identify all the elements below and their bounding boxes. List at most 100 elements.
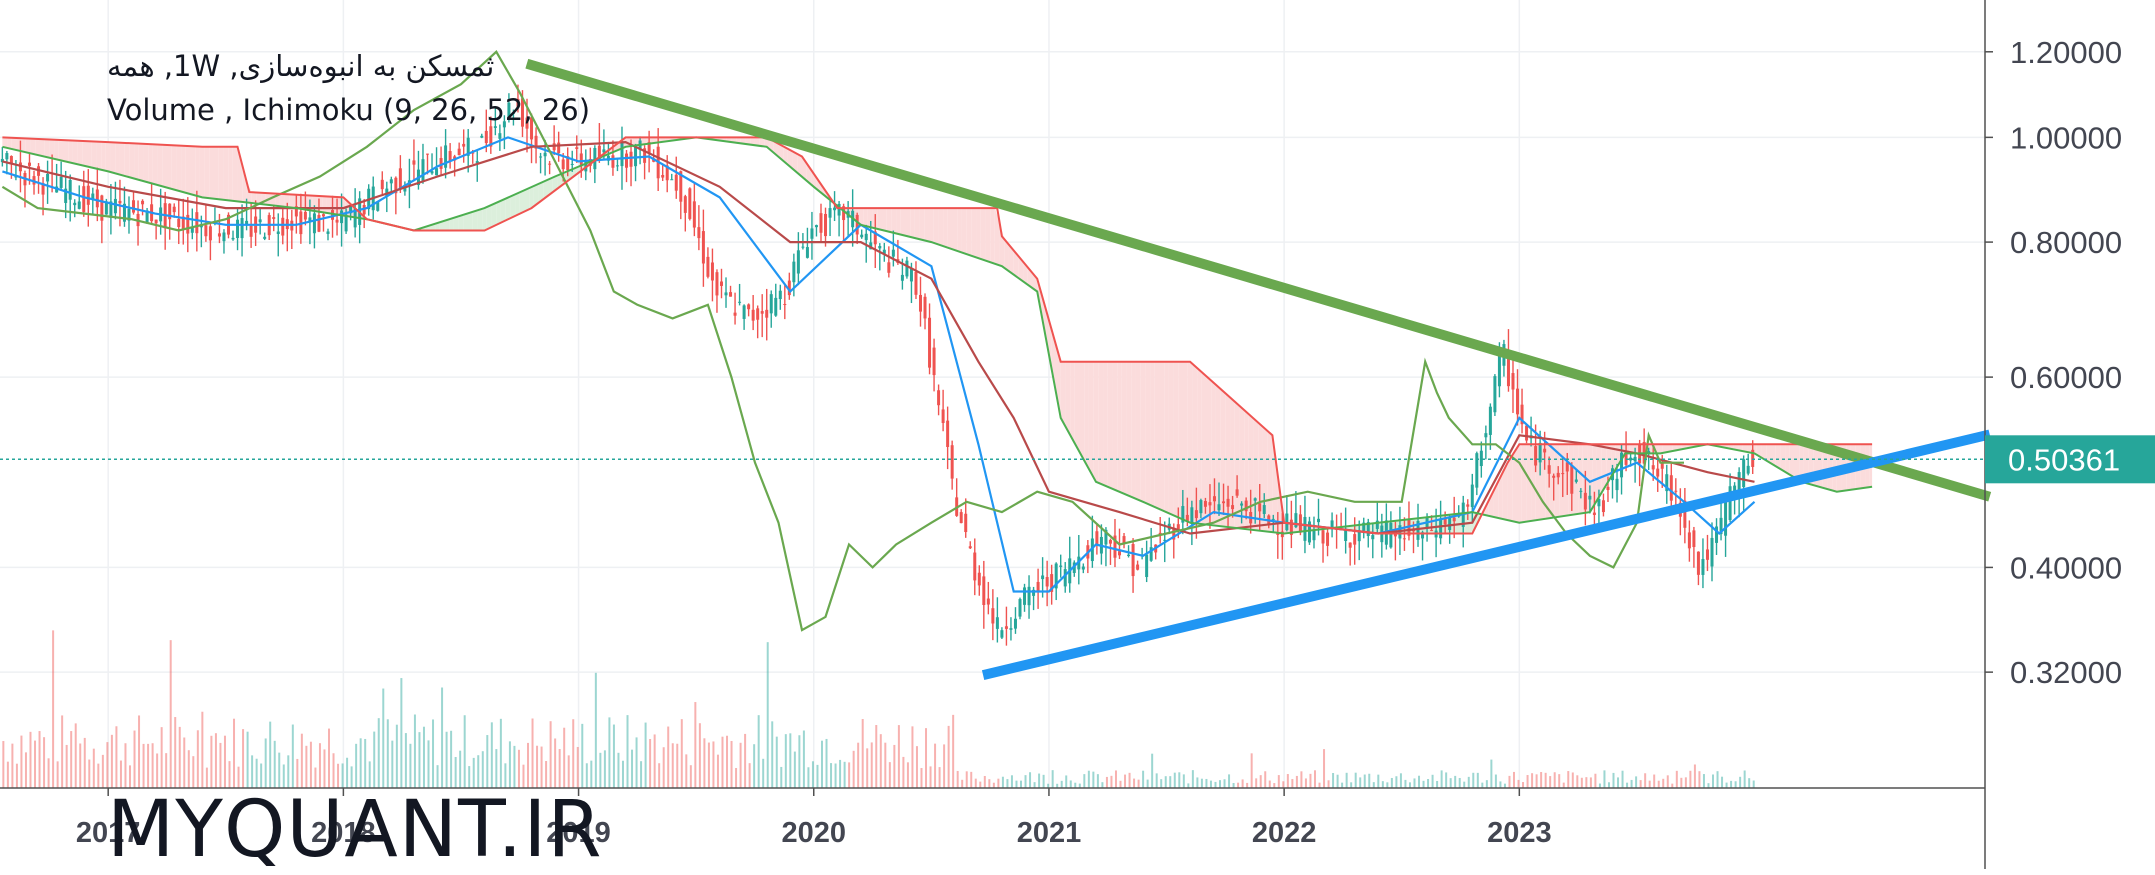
volume-bar bbox=[1726, 783, 1728, 788]
candle-body bbox=[779, 291, 782, 299]
volume-bar bbox=[414, 714, 416, 788]
volume-bar bbox=[1201, 779, 1203, 788]
cloud-segment bbox=[524, 188, 529, 212]
volume-bar bbox=[590, 761, 592, 788]
legend-indicators-line: Volume , Ichimoku (9, 26, 52, 26) bbox=[107, 88, 590, 132]
cloud-segment bbox=[129, 143, 134, 178]
volume-bar bbox=[975, 779, 977, 788]
candle-body bbox=[1009, 628, 1012, 630]
cloud-segment bbox=[1070, 362, 1075, 443]
cloud-segment bbox=[962, 208, 967, 254]
volume-bar bbox=[1486, 780, 1488, 788]
last-price-label: 0.50361 bbox=[2008, 442, 2120, 477]
candle-body bbox=[1543, 449, 1546, 453]
volume-bar bbox=[1110, 776, 1112, 788]
volume-bar bbox=[1264, 771, 1266, 788]
volume-bar bbox=[1296, 776, 1298, 788]
candle-body bbox=[824, 214, 827, 236]
candle-body bbox=[381, 180, 384, 189]
volume-bar bbox=[1622, 771, 1624, 788]
cloud-segment bbox=[82, 141, 87, 166]
candle-body bbox=[1322, 530, 1325, 543]
candle-body bbox=[792, 262, 795, 283]
candle-body bbox=[688, 188, 691, 219]
candle-body bbox=[1534, 446, 1537, 465]
candle-body bbox=[480, 136, 483, 138]
y-tick-label: 1.00000 bbox=[2010, 120, 2122, 155]
volume-bar bbox=[613, 725, 615, 788]
volume-bar bbox=[807, 767, 809, 788]
candle-body bbox=[96, 189, 99, 207]
candle-body bbox=[715, 272, 718, 295]
volume-bar bbox=[165, 753, 167, 788]
candle-body bbox=[1344, 530, 1347, 541]
candle-body bbox=[485, 131, 488, 143]
cloud-segment bbox=[191, 146, 196, 195]
volume-bar bbox=[753, 744, 755, 788]
volume-bar bbox=[464, 715, 466, 788]
candle-body bbox=[928, 318, 931, 368]
volume-bar bbox=[247, 732, 249, 788]
candle-body bbox=[177, 219, 180, 227]
volume-bar bbox=[712, 741, 714, 788]
volume-bar bbox=[1735, 781, 1737, 788]
cloud-segment bbox=[863, 208, 868, 226]
volume-bar bbox=[143, 744, 145, 788]
candle-body bbox=[336, 220, 339, 223]
candle-body bbox=[960, 512, 963, 523]
cloud-segment bbox=[1258, 422, 1263, 531]
cloud-segment bbox=[520, 190, 525, 214]
volume-bar bbox=[993, 783, 995, 788]
volume-bar bbox=[1101, 782, 1103, 788]
volume-bar bbox=[170, 640, 172, 788]
volume-bar bbox=[1748, 778, 1750, 788]
volume-bar bbox=[1576, 775, 1578, 788]
cloud-segment bbox=[882, 208, 887, 231]
candle-body bbox=[232, 238, 235, 240]
candle-body bbox=[743, 305, 746, 319]
volume-bar bbox=[1142, 771, 1144, 788]
candle-body bbox=[611, 155, 614, 167]
cloud-segment bbox=[1145, 362, 1150, 505]
volume-bar bbox=[1739, 777, 1741, 788]
volume-bar bbox=[961, 780, 963, 788]
cloud-segment bbox=[111, 142, 116, 173]
cloud-segment bbox=[1188, 362, 1193, 523]
cloud-segment bbox=[26, 138, 31, 153]
candle-body bbox=[100, 195, 103, 220]
volume-bar bbox=[1165, 776, 1167, 788]
cloud-segment bbox=[40, 139, 45, 156]
volume-bar bbox=[147, 744, 149, 788]
volume-bar bbox=[1753, 781, 1755, 788]
cloud-segment bbox=[924, 208, 929, 241]
volume-bar bbox=[767, 642, 769, 788]
cloud-segment bbox=[31, 139, 36, 155]
cloud-segment bbox=[929, 208, 934, 243]
volume-bar bbox=[1332, 773, 1334, 788]
volume-bar bbox=[1436, 781, 1438, 788]
candle-body bbox=[1489, 407, 1492, 435]
volume-bar bbox=[482, 751, 484, 788]
candle-body bbox=[933, 348, 936, 375]
volume-bar bbox=[1314, 770, 1316, 788]
volume-bar bbox=[1567, 771, 1569, 788]
volume-bar bbox=[1309, 774, 1311, 788]
volume-bar bbox=[274, 741, 276, 788]
candle-body bbox=[1484, 433, 1487, 437]
cloud-segment bbox=[1122, 362, 1127, 495]
volume-bar bbox=[405, 733, 407, 788]
volume-bar bbox=[29, 732, 31, 788]
volume-bar bbox=[197, 730, 199, 788]
candle-body bbox=[46, 174, 49, 182]
candle-body bbox=[1688, 532, 1691, 548]
volume-bar bbox=[1382, 781, 1384, 788]
cloud-segment bbox=[1080, 362, 1085, 460]
candle-body bbox=[1312, 531, 1315, 540]
candle-body bbox=[1227, 499, 1230, 507]
candle-body bbox=[1701, 559, 1704, 575]
cloud-segment bbox=[153, 144, 158, 185]
candle-body bbox=[155, 220, 158, 224]
volume-bar bbox=[1558, 774, 1560, 788]
candle-body bbox=[720, 281, 723, 285]
volume-bar bbox=[1088, 771, 1090, 788]
